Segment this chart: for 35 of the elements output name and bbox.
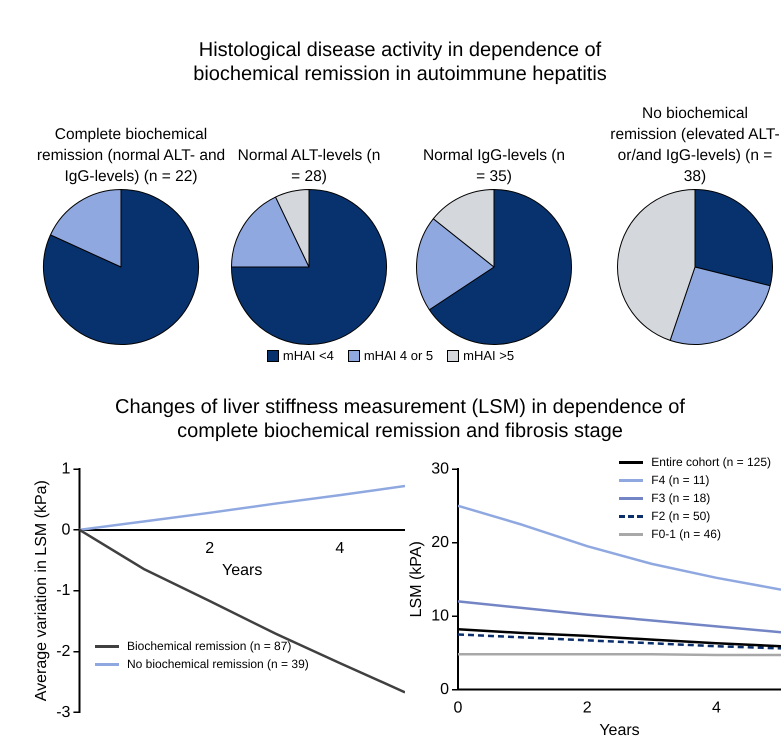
- y-tick-label: -1: [56, 582, 71, 600]
- legend-label: No biochemical remission (n = 39): [127, 657, 309, 671]
- x-tick-label: 4: [335, 540, 344, 557]
- y-axis-title: Average variation in LSM (kPa): [33, 480, 50, 702]
- chart-title: Normal IgG-levels (n = 35): [422, 146, 566, 187]
- chart-title: Normal ALT-levels (n = 28): [236, 146, 382, 187]
- text: Changes of liver stiffness measurement (LSM) in dependence of complete biochemical remission and fibrosis stage: [114, 395, 686, 443]
- text: Histological disease activity in dependence of biochemical remission in autoimmune hepatitis: [192, 38, 608, 86]
- y-tick-label: 10: [431, 607, 450, 624]
- x-tick-label: 4: [712, 700, 721, 717]
- legend-label: F3 (n = 18): [651, 491, 710, 505]
- line-series: [458, 633, 781, 650]
- legend-label: F4 (n = 11): [651, 473, 710, 487]
- y-tick-label: 1: [62, 460, 71, 478]
- y-tick-label: -3: [56, 704, 71, 721]
- x-tick-label: 2: [205, 540, 214, 557]
- legend-label: F2 (n = 50): [651, 509, 710, 523]
- y-tick-label: -2: [56, 642, 71, 660]
- y-tick-label: 0: [440, 681, 450, 698]
- x-tick-label: 2: [582, 700, 592, 717]
- legend-label: mHAI 4 or 5: [364, 348, 434, 363]
- chart-title: No biochemical remission (elevated ALT-or/and IgG-levels) (n = 38): [610, 104, 780, 187]
- x-axis-title: Years: [222, 562, 262, 580]
- legend-label: mHAI <4: [282, 348, 334, 363]
- legend-label: mHAI >5: [463, 348, 514, 363]
- y-tick-label: 30: [431, 460, 450, 478]
- x-tick-label: 0: [454, 700, 463, 717]
- legend-label: Entire cohort (n = 125): [651, 455, 771, 469]
- x-axis-title: Years: [599, 722, 640, 739]
- y-tick-label: 20: [431, 534, 450, 551]
- y-tick-label: 0: [62, 521, 71, 538]
- chart-title: Complete biochemical remission (normal ALT- and IgG-levels) (n = 22): [36, 125, 226, 187]
- y-axis-title: LSM (kPA): [408, 541, 426, 618]
- legend-label: F0-1 (n = 46): [651, 527, 721, 541]
- legend-label: Biochemical remission (n = 87): [127, 639, 292, 653]
